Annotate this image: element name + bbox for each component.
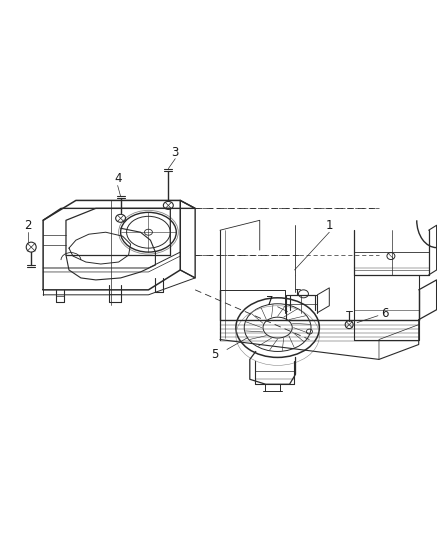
Text: 6: 6 [381,307,389,320]
Text: 1: 1 [325,219,333,232]
Text: 4: 4 [114,172,121,185]
Text: 2: 2 [25,219,32,232]
Text: 3: 3 [172,146,179,159]
Text: 5: 5 [212,348,219,361]
Text: 7: 7 [266,295,273,308]
